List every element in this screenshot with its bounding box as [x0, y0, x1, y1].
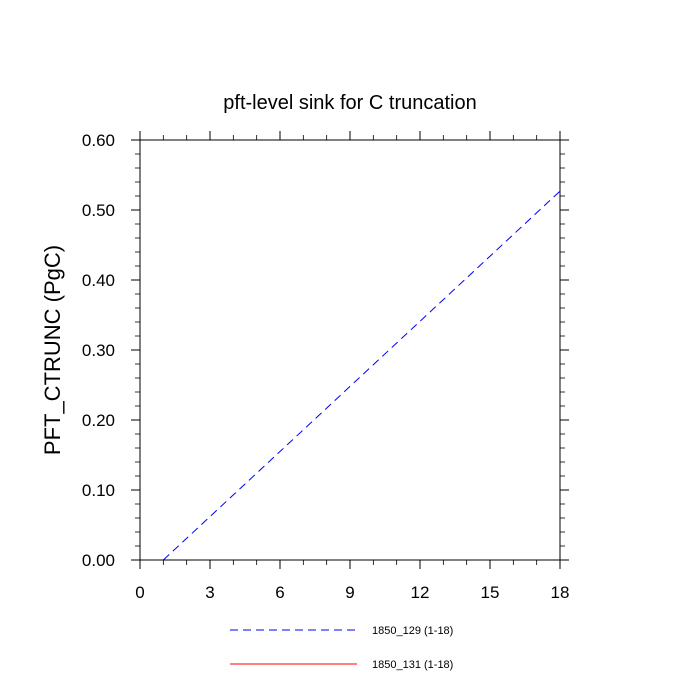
legend-label-1: 1850_129 (1-18): [372, 625, 453, 637]
x-tick-label: 15: [481, 583, 500, 602]
plot-frame: [139, 139, 561, 561]
x-tick-label: 3: [205, 583, 214, 602]
x-tick-label: 0: [135, 583, 144, 602]
y-tick-label: 0.50: [82, 201, 115, 220]
series-line-1: [162, 190, 561, 561]
y-tick-label: 0.20: [82, 411, 115, 430]
x-tick-label: 6: [275, 583, 284, 602]
plot-area: 0 3 6 9 12 15 18 0.00 0.10 0.20 0.30 0.40 0.50 0.60: [82, 131, 570, 602]
y-axis-label: PFT_CTRUNC (PgC): [40, 245, 65, 455]
y-tick-label: 0.10: [82, 481, 115, 500]
y-axis-label-group: PFT_CTRUNC (PgC): [40, 245, 65, 455]
x-tick-label: 18: [551, 583, 570, 602]
chart-title: pft-level sink for C truncation: [223, 92, 476, 114]
legend: 1850_129 (1-18) 1850_131 (1-18): [230, 625, 453, 671]
y-tick-label: 0.30: [82, 341, 115, 360]
x-tick-label: 12: [411, 583, 430, 602]
y-tick-label: 0.00: [82, 551, 115, 570]
legend-label-2: 1850_131 (1-18): [372, 659, 453, 671]
y-tick-label: 0.40: [82, 271, 115, 290]
y-tick-label: 0.60: [82, 131, 115, 150]
x-tick-label: 9: [345, 583, 354, 602]
